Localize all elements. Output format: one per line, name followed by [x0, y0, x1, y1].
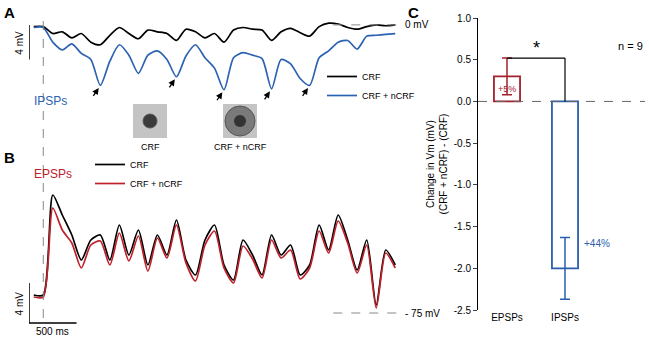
svg-text:1.0: 1.0 [457, 13, 471, 24]
svg-text:CRF + nCRF: CRF + nCRF [214, 142, 267, 152]
svg-text:4 mV: 4 mV [14, 292, 25, 316]
svg-text:-2.0: -2.0 [454, 263, 472, 274]
svg-text:A: A [4, 4, 15, 21]
svg-text:CRF: CRF [141, 142, 160, 152]
svg-text:IPSPs: IPSPs [34, 94, 67, 108]
svg-text:-1.5: -1.5 [454, 221, 472, 232]
svg-text:500 ms: 500 ms [36, 326, 69, 337]
svg-text:IPSPs: IPSPs [551, 312, 579, 323]
svg-text:CRF: CRF [130, 160, 149, 170]
svg-text:0.0: 0.0 [457, 96, 471, 107]
svg-text:0 mV: 0 mV [405, 19, 429, 30]
svg-text:EPSPs: EPSPs [34, 167, 72, 181]
svg-text:C: C [408, 4, 419, 21]
svg-text:Change in Vm (mV)(CRF + nCRF): Change in Vm (mV)(CRF + nCRF) - (CRF) [425, 114, 449, 215]
svg-text:-0.5: -0.5 [454, 138, 472, 149]
svg-text:B: B [4, 149, 15, 166]
svg-text:n = 9: n = 9 [618, 40, 643, 52]
svg-text:-1.0: -1.0 [454, 179, 472, 190]
svg-text:CRF + nCRF: CRF + nCRF [130, 179, 183, 189]
svg-text:CRF: CRF [362, 72, 381, 82]
svg-text:CRF + nCRF: CRF + nCRF [362, 91, 415, 101]
svg-text:0.5: 0.5 [457, 54, 471, 65]
svg-text:4 mV: 4 mV [14, 31, 25, 55]
svg-text:- 75 mV: - 75 mV [405, 308, 440, 319]
svg-text:-2.5: -2.5 [454, 305, 472, 316]
svg-text:EPSPs: EPSPs [491, 312, 523, 323]
svg-text:*: * [533, 38, 540, 58]
svg-text:+5%: +5% [498, 84, 516, 94]
svg-text:+44%: +44% [584, 238, 610, 249]
